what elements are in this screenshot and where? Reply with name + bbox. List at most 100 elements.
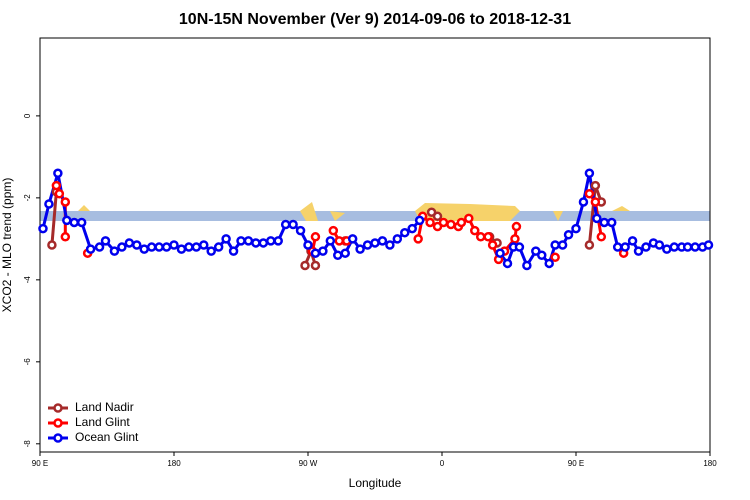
x-tick-label: 90 E (32, 459, 48, 468)
point (537, 250, 547, 260)
point (510, 234, 520, 244)
point (425, 217, 435, 228)
point (340, 248, 350, 258)
point (236, 236, 246, 246)
legend-label: Ocean Glint (75, 430, 139, 444)
point (531, 246, 541, 256)
point (446, 219, 456, 230)
point (266, 236, 276, 246)
point (563, 230, 574, 240)
point (347, 234, 358, 244)
point (213, 242, 224, 252)
point (592, 213, 602, 224)
point (85, 244, 96, 254)
point (432, 211, 443, 222)
point (377, 236, 388, 246)
point (310, 232, 321, 242)
legend-label: Land Glint (75, 415, 130, 429)
point (464, 213, 474, 224)
point (690, 242, 700, 252)
point (288, 219, 298, 230)
point (578, 197, 589, 207)
point (47, 240, 57, 250)
point (432, 221, 443, 232)
point (184, 242, 194, 252)
point (303, 240, 313, 250)
point (251, 238, 261, 248)
point (550, 240, 560, 250)
point (511, 221, 522, 232)
point (550, 252, 560, 263)
point (633, 246, 644, 256)
point (221, 234, 231, 244)
point (584, 168, 595, 179)
point (300, 260, 310, 271)
point (400, 227, 410, 238)
x-tick-label: 90 W (299, 459, 318, 468)
point (584, 189, 595, 199)
point (475, 232, 486, 242)
point (392, 234, 403, 244)
legend-label: Land Nadir (75, 400, 134, 414)
land-ocean-band (40, 202, 710, 221)
point (590, 197, 601, 207)
point (124, 238, 135, 248)
point (51, 180, 62, 191)
point (641, 242, 651, 252)
point (318, 246, 328, 256)
point (627, 236, 638, 246)
point (62, 215, 72, 226)
point (161, 242, 172, 252)
point (325, 236, 336, 246)
point (228, 246, 239, 256)
point (557, 240, 568, 250)
x-tick-label: 180 (167, 459, 181, 468)
point (438, 217, 449, 228)
point (522, 260, 532, 271)
point (60, 232, 71, 242)
point (146, 242, 157, 252)
point (385, 240, 395, 250)
point (682, 242, 693, 252)
point (310, 248, 321, 258)
point (334, 236, 345, 246)
point (599, 217, 610, 228)
point (470, 225, 480, 236)
point (571, 223, 581, 234)
y-tick-label: -6 (23, 358, 32, 366)
point (76, 217, 87, 228)
point (53, 168, 63, 179)
legend-marker (53, 418, 63, 428)
point (662, 244, 672, 254)
chart-title: 10N-15N November (Ver 9) 2014-09-06 to 2… (179, 11, 571, 28)
legend-marker (53, 403, 63, 413)
point (362, 240, 373, 250)
point (328, 225, 339, 236)
point (483, 232, 493, 242)
point (117, 242, 127, 252)
point (280, 219, 291, 230)
point (456, 217, 467, 228)
point (191, 242, 202, 252)
x-tick-label: 0 (440, 459, 445, 468)
point (426, 207, 437, 217)
point (206, 246, 216, 256)
point (38, 223, 48, 234)
y-tick-label: -2 (23, 194, 32, 202)
point (407, 223, 417, 234)
point (606, 217, 617, 228)
y-tick-label: -4 (23, 276, 32, 284)
point (258, 238, 269, 248)
x-tick-label: 180 (703, 459, 717, 468)
point (295, 225, 306, 236)
point (243, 236, 254, 246)
point (590, 180, 601, 191)
point (132, 240, 142, 250)
point (370, 238, 380, 248)
point (620, 242, 630, 252)
point (154, 242, 164, 252)
point (612, 242, 623, 252)
point (94, 242, 105, 252)
point (176, 244, 187, 254)
